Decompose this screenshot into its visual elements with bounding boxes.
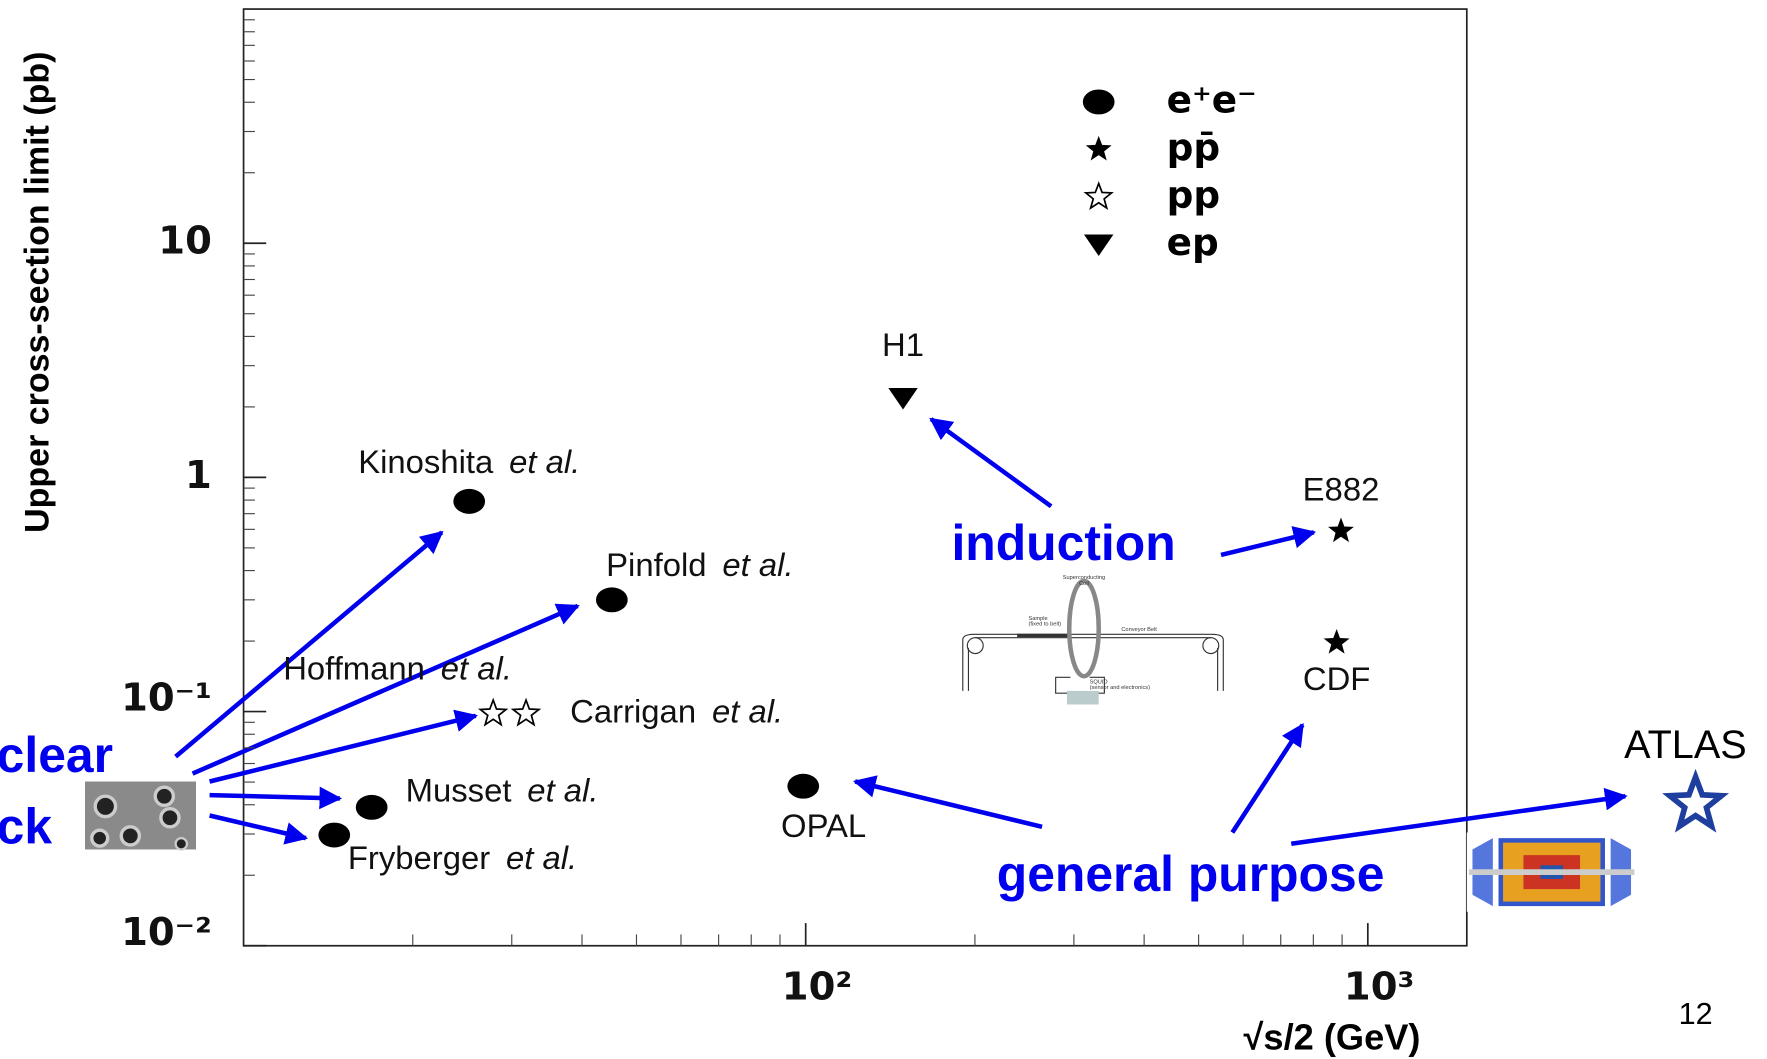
marker — [513, 700, 539, 725]
point-label: Musset et al. — [406, 771, 599, 808]
point-label: Carrigan et al. — [570, 692, 783, 729]
legend-marker — [1086, 136, 1112, 161]
legend-marker — [1083, 89, 1115, 114]
annotation: clear — [0, 727, 113, 783]
legend-marker — [1084, 234, 1113, 256]
marker — [453, 489, 485, 514]
marker — [787, 774, 819, 799]
point-label-part: Pinfold — [606, 546, 706, 583]
point-label-part: E882 — [1303, 470, 1380, 507]
y-tick-label: 10 — [158, 219, 212, 264]
slide: induction general purpose clear ck ATLAS… — [0, 0, 1767, 1059]
track-photo — [85, 782, 196, 850]
y-tick-label: 10⁻² — [121, 910, 212, 955]
point-label-part: H1 — [882, 326, 924, 363]
marker — [1324, 629, 1350, 654]
point-label: OPAL — [781, 807, 866, 844]
point-label-part: Kinoshita — [358, 443, 494, 480]
y-axis-label: Upper cross-section limit (pb) — [19, 52, 57, 533]
extra-label-part: Hoffmann — [283, 649, 425, 686]
point-label: Fryberger et al. — [348, 839, 577, 876]
diagram-label: (sensor and electronics) — [1090, 685, 1150, 691]
point-label-part: et al. — [712, 692, 783, 729]
legend-label: ep — [1167, 220, 1219, 264]
point-label: Kinoshita et al. — [358, 443, 580, 480]
marker — [356, 795, 388, 820]
point-label-part: Carrigan — [570, 692, 696, 729]
point-label: CDF — [1303, 660, 1370, 697]
annotation: ck — [0, 798, 52, 854]
page-number: 12 — [1679, 997, 1713, 1031]
point-label-part: OPAL — [781, 807, 866, 844]
arrows — [176, 419, 1626, 844]
atlas-star — [1670, 777, 1722, 826]
extra-label: Hoffmann et al. — [283, 649, 512, 686]
point-label: E882 — [1303, 470, 1380, 507]
point-label-part: et al. — [506, 839, 577, 876]
marker — [480, 700, 506, 725]
legend-label: pp — [1167, 173, 1221, 217]
point-label-part: et al. — [722, 546, 793, 583]
annotation: induction — [951, 515, 1175, 571]
marker — [888, 388, 917, 410]
legend-label: e⁺e⁻ — [1167, 77, 1257, 121]
point-label: Pinfold et al. — [606, 546, 793, 583]
annotation: general purpose — [997, 846, 1385, 902]
diagram-label: (fixed to belt) — [1028, 622, 1061, 628]
point-label: H1 — [882, 326, 924, 363]
extra-label-part: et al. — [441, 649, 512, 686]
point-label-part: et al. — [527, 771, 598, 808]
marker — [596, 587, 628, 612]
marker — [318, 823, 350, 848]
legend-label: pp̄ — [1167, 125, 1221, 169]
diagram-label: Conveyor Belt — [1121, 627, 1157, 633]
x-tick-label: 10³ — [1344, 964, 1414, 1009]
diagram-label: Coil — [1079, 581, 1089, 587]
y-tick-label: 1 — [185, 453, 212, 498]
point-label-part: Fryberger — [348, 839, 490, 876]
point-label-part: Musset — [406, 771, 512, 808]
y-tick-label: 10⁻¹ — [121, 676, 212, 721]
legend-marker — [1086, 183, 1112, 208]
point-label-part: et al. — [509, 443, 580, 480]
marker — [1328, 517, 1354, 542]
x-tick-label: 10² — [782, 964, 852, 1009]
point-label-part: CDF — [1303, 660, 1370, 697]
atlas-detector — [1467, 832, 1637, 911]
x-axis-label: √s/2 (GeV) — [1244, 1016, 1421, 1057]
annotation: ATLAS — [1624, 723, 1747, 767]
